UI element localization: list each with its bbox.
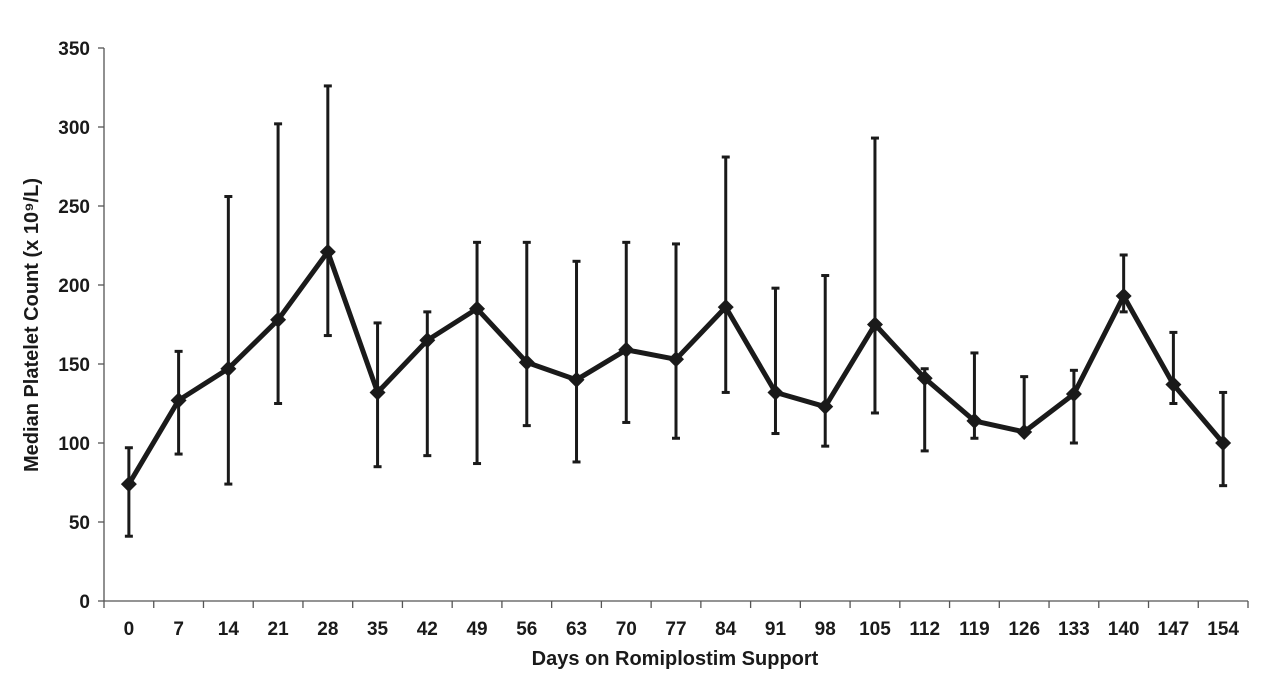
x-tick-label: 56 (516, 619, 537, 640)
x-tick-label: 84 (715, 619, 737, 640)
y-tick-label: 200 (58, 276, 90, 297)
y-tick-label: 100 (58, 434, 90, 455)
x-tick-label: 49 (466, 619, 487, 640)
x-tick-label: 42 (417, 619, 438, 640)
data-point (1016, 423, 1033, 440)
data-point (618, 341, 635, 358)
data-markers (120, 243, 1232, 493)
data-point (916, 370, 933, 387)
x-tick-label: 126 (1008, 619, 1040, 640)
data-point (568, 371, 585, 388)
data-point (1165, 376, 1182, 393)
data-point (767, 384, 784, 401)
data-point (1115, 288, 1132, 305)
data-point (668, 351, 684, 368)
data-point (419, 332, 436, 349)
x-tick-label: 133 (1058, 619, 1090, 640)
x-tick-label: 112 (909, 619, 940, 640)
y-axis-title: Median Platelet Count (x 10⁹/L) (21, 178, 43, 472)
x-tick-label: 35 (367, 619, 389, 640)
x-tick-label: 105 (859, 619, 891, 640)
y-tick-label: 300 (58, 118, 90, 139)
data-point (817, 398, 834, 415)
data-point (220, 360, 237, 377)
x-tick-label: 14 (218, 619, 240, 640)
data-point (319, 243, 336, 260)
data-point (270, 311, 287, 328)
y-tick-label: 350 (58, 39, 90, 60)
data-point (1215, 435, 1232, 451)
x-tick-label: 63 (566, 619, 587, 640)
data-point (120, 476, 137, 493)
x-tick-label: 154 (1207, 619, 1239, 640)
x-axis: 0 7 14 21 28 35 42 49 56 63 70 77 84 91 98 105 112 119 126… (103, 600, 1249, 640)
error-bars (124, 84, 1228, 538)
y-tick-label: 250 (58, 197, 90, 218)
data-point (469, 300, 486, 317)
x-axis-title: Days on Romiplostim Support (532, 648, 819, 670)
data-point (170, 392, 187, 409)
data-point (369, 384, 386, 401)
x-tick-label: 21 (268, 619, 290, 640)
data-point (966, 412, 983, 429)
y-tick-label: 50 (69, 513, 90, 534)
y-tick-label: 150 (58, 355, 90, 376)
x-tick-label: 28 (317, 619, 338, 640)
y-tick-label: 0 (79, 592, 90, 613)
y-axis: 0 50 100 150 200 250 300 350 (58, 39, 105, 613)
x-tick-label: 140 (1108, 619, 1140, 640)
x-tick-label: 147 (1158, 619, 1190, 640)
x-tick-label: 77 (665, 619, 686, 640)
x-tick-label: 70 (616, 619, 637, 640)
x-tick-label: 7 (173, 619, 184, 640)
data-point (1065, 386, 1082, 403)
data-point (717, 299, 734, 316)
x-tick-label: 98 (815, 619, 836, 640)
x-tick-label: 91 (765, 619, 787, 640)
data-point (866, 316, 883, 333)
data-point (518, 354, 535, 371)
x-tick-label: 119 (959, 619, 990, 640)
x-tick-label: 0 (124, 619, 135, 640)
